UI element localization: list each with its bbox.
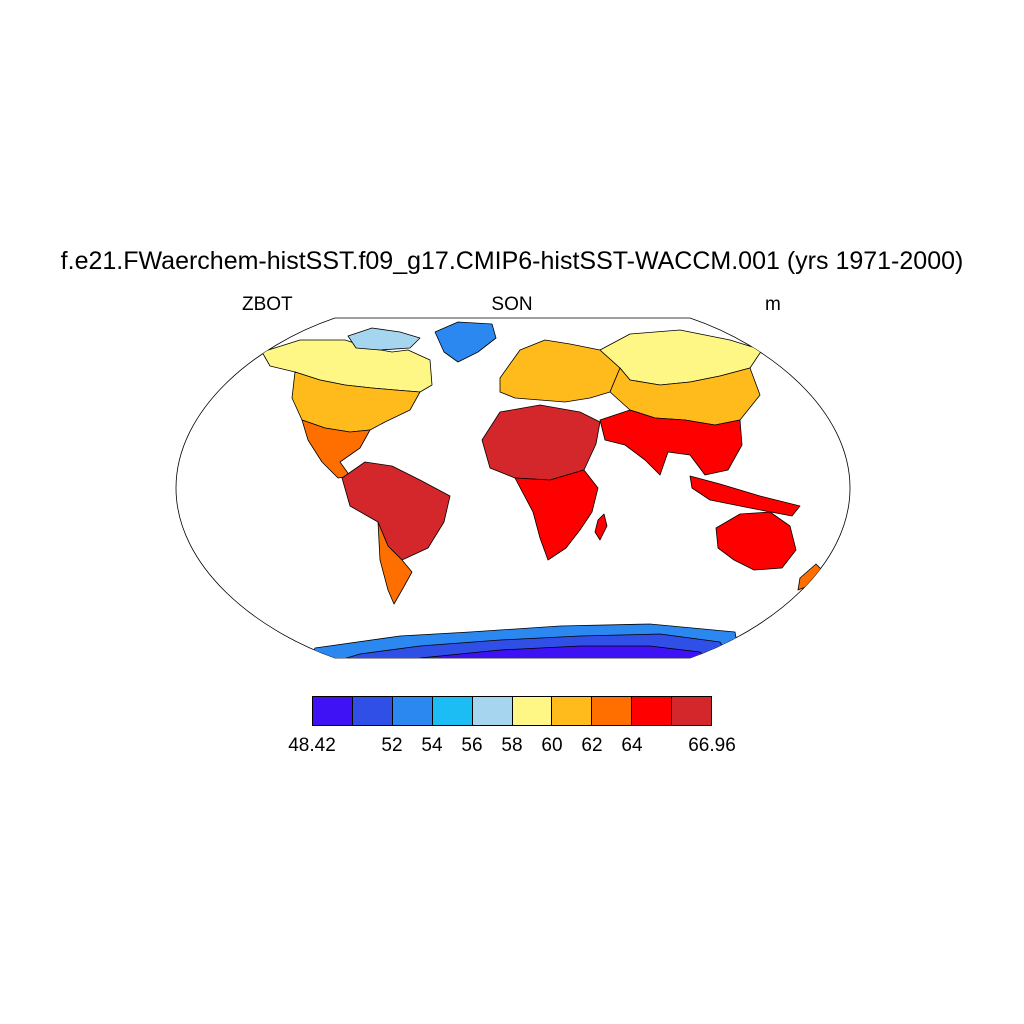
colorbar-tick-label: 64 xyxy=(621,735,643,756)
africa-north xyxy=(481,404,601,481)
units-label: m xyxy=(765,294,781,315)
colorbar-box xyxy=(313,697,353,725)
australia xyxy=(715,511,797,571)
greenland xyxy=(434,321,497,363)
land-field xyxy=(261,321,823,658)
colorbar-box xyxy=(512,697,553,725)
colorbar-box xyxy=(472,697,513,725)
north-america-south xyxy=(301,419,371,479)
colorbar-tick-label: 54 xyxy=(421,735,443,756)
antarctica-plateau xyxy=(419,645,711,658)
season-label: SON xyxy=(491,294,533,315)
colorbar-tick-label: 58 xyxy=(501,735,523,756)
madagascar xyxy=(594,513,608,541)
arctic-islands xyxy=(347,327,421,351)
colorbar-tick-label: 62 xyxy=(581,735,603,756)
colorbar-box xyxy=(432,697,473,725)
colorbar xyxy=(312,696,712,726)
colorbar-box xyxy=(592,697,633,725)
south-america-south xyxy=(377,521,413,605)
colorbar-box xyxy=(552,697,593,725)
africa-south xyxy=(514,469,599,561)
variable-label: ZBOT xyxy=(242,294,293,315)
colorbar-tick-label: 66.96 xyxy=(688,735,736,756)
plot-title: f.e21.FWaerchem-histSST.f09_g17.CMIP6-hi… xyxy=(60,247,964,275)
colorbar-tick-label: 56 xyxy=(461,735,483,756)
colorbar-box xyxy=(632,697,673,725)
colorbar-box xyxy=(392,697,433,725)
asia-south xyxy=(599,409,743,476)
colorbar-tick-label: 60 xyxy=(541,735,563,756)
south-america-north xyxy=(341,461,451,561)
colorbar-box xyxy=(672,697,712,725)
colorbar-box xyxy=(352,697,393,725)
colorbar-tick-label: 52 xyxy=(381,735,403,756)
maritime-asia xyxy=(689,475,801,517)
colorbar-tick-label: 48.42 xyxy=(288,735,336,756)
